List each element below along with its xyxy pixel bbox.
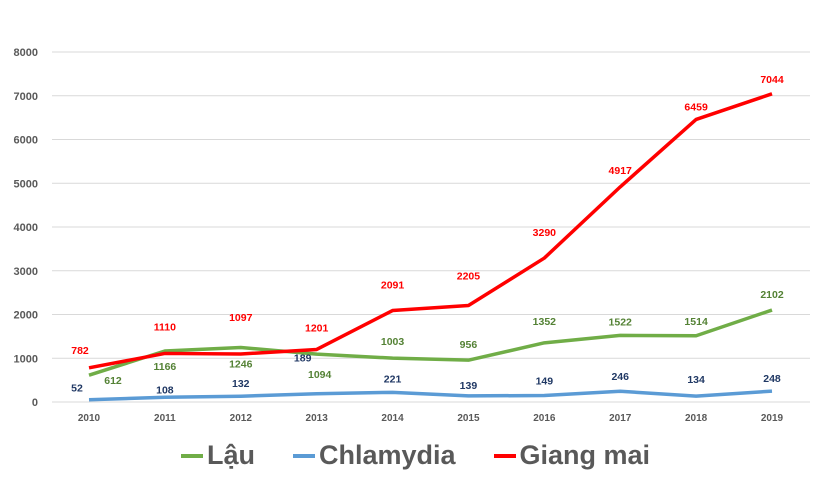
series-line-Giang mai: [88, 92, 773, 370]
data-label: 612: [104, 375, 122, 387]
y-tick-label: 0: [32, 397, 38, 409]
data-label: 782: [71, 345, 89, 357]
data-label: 3290: [533, 227, 557, 239]
data-label: 1522: [609, 316, 633, 328]
data-label: 1514: [684, 316, 708, 328]
data-label: 1097: [229, 312, 253, 324]
x-tick-label: 2014: [381, 413, 404, 424]
legend-item-giang-mai: Giang mai: [493, 440, 651, 471]
legend-label: Giang mai: [519, 440, 651, 470]
data-label: 1201: [305, 322, 329, 334]
data-label: 134: [687, 374, 705, 386]
legend-swatch: [292, 453, 315, 458]
data-label: 1246: [229, 358, 253, 370]
y-tick-label: 3000: [14, 266, 38, 278]
legend-item-lau: Lậu: [180, 440, 255, 471]
data-label: 1003: [381, 336, 405, 348]
y-tick-label: 6000: [14, 135, 38, 147]
legend-label: Lậu: [206, 440, 255, 470]
data-label: 248: [763, 373, 781, 385]
x-tick-label: 2016: [533, 413, 556, 424]
x-tick-label: 2017: [609, 413, 632, 424]
legend-item-chlamydia: Chlamydia: [292, 440, 456, 471]
y-tick-label: 8000: [14, 47, 38, 59]
legend-swatch: [180, 453, 203, 458]
x-tick-label: 2012: [230, 413, 253, 424]
data-label: 2102: [760, 289, 784, 301]
x-tick-label: 2015: [457, 413, 480, 424]
y-tick-label: 4000: [14, 222, 38, 234]
data-label: 221: [384, 373, 402, 385]
data-label: 132: [232, 378, 250, 390]
y-tick-label: 2000: [14, 310, 38, 322]
y-tick-label: 7000: [14, 91, 38, 103]
data-label: 4917: [609, 165, 633, 177]
legend: Lậu Chlamydia Giang mai: [0, 440, 831, 471]
data-label: 956: [460, 339, 478, 351]
data-label: 2091: [381, 280, 405, 292]
data-label: 108: [156, 384, 174, 396]
data-label: 1352: [533, 316, 557, 328]
data-label: 2205: [457, 271, 481, 283]
data-label: 6459: [684, 101, 708, 113]
data-label: 149: [536, 375, 554, 387]
series-line-Chlamydia: [88, 389, 773, 402]
x-tick-label: 2019: [761, 413, 784, 424]
data-label: 1166: [153, 361, 176, 373]
x-tick-label: 2018: [685, 413, 708, 424]
legend-label: Chlamydia: [318, 440, 456, 470]
data-label: 246: [611, 371, 629, 383]
data-label: 1110: [154, 321, 176, 333]
y-tick-label: 5000: [14, 178, 38, 190]
x-tick-label: 2013: [306, 413, 329, 424]
data-label: 189: [294, 353, 312, 365]
y-tick-label: 1000: [14, 353, 38, 365]
data-label: 52: [71, 383, 83, 395]
series-line-Lậu: [88, 308, 773, 377]
data-label: 7044: [760, 74, 784, 86]
data-label: 1094: [308, 369, 332, 381]
data-label: 139: [460, 380, 478, 392]
x-tick-label: 2010: [78, 413, 101, 424]
x-tick-label: 2011: [154, 413, 176, 424]
legend-swatch: [493, 453, 516, 458]
